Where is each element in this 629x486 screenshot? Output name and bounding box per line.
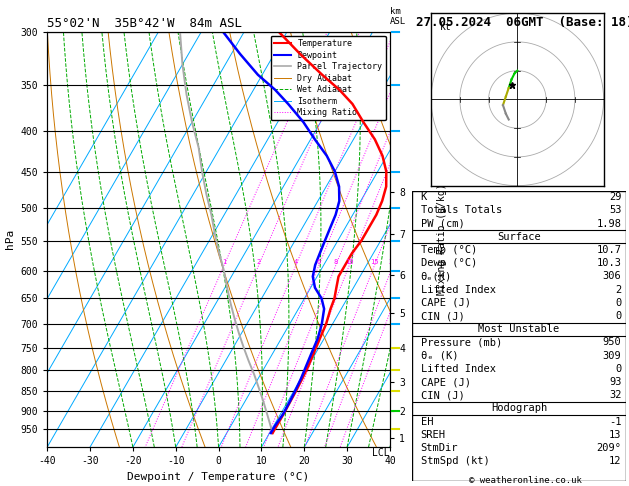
Text: CIN (J): CIN (J) bbox=[421, 390, 464, 400]
Text: 0: 0 bbox=[615, 364, 621, 374]
Y-axis label: hPa: hPa bbox=[5, 229, 15, 249]
Text: 1: 1 bbox=[222, 259, 226, 265]
Text: SREH: SREH bbox=[421, 430, 445, 440]
Text: 309: 309 bbox=[603, 350, 621, 361]
Text: Totals Totals: Totals Totals bbox=[421, 205, 502, 215]
Text: Most Unstable: Most Unstable bbox=[478, 324, 560, 334]
Text: 209°: 209° bbox=[596, 443, 621, 453]
Text: StmSpd (kt): StmSpd (kt) bbox=[421, 456, 489, 467]
Text: 20: 20 bbox=[389, 259, 398, 265]
Text: Pressure (mb): Pressure (mb) bbox=[421, 337, 502, 347]
Text: 93: 93 bbox=[609, 377, 621, 387]
Text: 2: 2 bbox=[257, 259, 261, 265]
Text: 0: 0 bbox=[615, 298, 621, 308]
Text: CAPE (J): CAPE (J) bbox=[421, 298, 470, 308]
Text: EH: EH bbox=[421, 417, 433, 427]
Text: 10.7: 10.7 bbox=[596, 245, 621, 255]
Text: θₑ (K): θₑ (K) bbox=[421, 350, 458, 361]
Text: 27.05.2024  06GMT  (Base: 18): 27.05.2024 06GMT (Base: 18) bbox=[416, 16, 629, 29]
X-axis label: Dewpoint / Temperature (°C): Dewpoint / Temperature (°C) bbox=[128, 472, 309, 482]
Text: km
ASL: km ASL bbox=[390, 7, 406, 26]
Text: 10.3: 10.3 bbox=[596, 258, 621, 268]
Text: StmDir: StmDir bbox=[421, 443, 458, 453]
Text: CAPE (J): CAPE (J) bbox=[421, 377, 470, 387]
Text: 12: 12 bbox=[609, 456, 621, 467]
Text: 15: 15 bbox=[370, 259, 379, 265]
Text: -1: -1 bbox=[609, 417, 621, 427]
Text: 55°02'N  35B°42'W  84m ASL: 55°02'N 35B°42'W 84m ASL bbox=[47, 17, 242, 31]
Text: 10: 10 bbox=[345, 259, 353, 265]
Text: Lifted Index: Lifted Index bbox=[421, 285, 496, 295]
Text: LCL: LCL bbox=[372, 448, 390, 457]
Text: 2: 2 bbox=[615, 285, 621, 295]
Text: 950: 950 bbox=[603, 337, 621, 347]
Text: Hodograph: Hodograph bbox=[491, 403, 547, 414]
Text: Temp (°C): Temp (°C) bbox=[421, 245, 477, 255]
Text: Lifted Index: Lifted Index bbox=[421, 364, 496, 374]
Text: 1.98: 1.98 bbox=[596, 219, 621, 228]
Text: 306: 306 bbox=[603, 271, 621, 281]
Text: kt: kt bbox=[440, 22, 452, 32]
Text: K: K bbox=[421, 192, 427, 202]
Text: Surface: Surface bbox=[497, 232, 541, 242]
Text: 0: 0 bbox=[615, 311, 621, 321]
Text: 13: 13 bbox=[609, 430, 621, 440]
Text: θₑ(K): θₑ(K) bbox=[421, 271, 452, 281]
Text: 29: 29 bbox=[609, 192, 621, 202]
Text: Dewp (°C): Dewp (°C) bbox=[421, 258, 477, 268]
Text: CIN (J): CIN (J) bbox=[421, 311, 464, 321]
Text: 8: 8 bbox=[334, 259, 338, 265]
Text: Mixing Ratio (g/kg): Mixing Ratio (g/kg) bbox=[437, 184, 447, 295]
Text: 32: 32 bbox=[609, 390, 621, 400]
Text: 53: 53 bbox=[609, 205, 621, 215]
Text: 6: 6 bbox=[317, 259, 321, 265]
Text: PW (cm): PW (cm) bbox=[421, 219, 464, 228]
Text: © weatheronline.co.uk: © weatheronline.co.uk bbox=[469, 476, 582, 485]
Text: 4: 4 bbox=[294, 259, 298, 265]
Legend: Temperature, Dewpoint, Parcel Trajectory, Dry Adiabat, Wet Adiabat, Isotherm, Mi: Temperature, Dewpoint, Parcel Trajectory… bbox=[271, 36, 386, 121]
